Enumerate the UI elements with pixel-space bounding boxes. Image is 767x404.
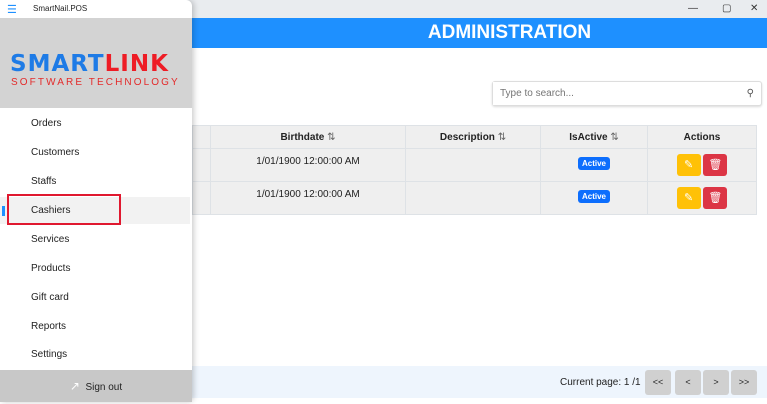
maximize-button[interactable]: ▢ <box>722 3 732 14</box>
delete-button[interactable]: 🗑 <box>703 187 728 209</box>
delete-button[interactable]: 🗑 <box>703 154 728 176</box>
last-page-button[interactable]: >> <box>731 370 757 395</box>
logo-subtitle: SOFTWARE TECHNOLOGY <box>11 77 180 88</box>
status-badge: Active <box>577 157 610 170</box>
trash-icon: 🗑 <box>708 159 723 171</box>
hamburger-menu-icon[interactable]: ☰ <box>7 4 17 16</box>
close-button[interactable]: ✕ <box>750 3 759 14</box>
sidebar-item-products[interactable]: Products <box>31 263 71 274</box>
actions-cell: ✎ 🗑 <box>647 181 757 215</box>
column-label: Description <box>439 131 495 143</box>
external-link-icon: ↗ <box>69 379 80 393</box>
sign-out-label: Sign out <box>85 382 123 393</box>
logo-text: LINK <box>104 51 169 77</box>
cashiers-table: Birthdate ⇅ Description ⇅ IsActive ⇅ Act… <box>192 125 757 215</box>
page-title: ADMINISTRATION <box>192 18 767 48</box>
search-icon[interactable]: ⚲ <box>746 88 754 99</box>
cell <box>192 148 211 182</box>
navigation-drawer: ☰ SmartNail.POS SMARTLINK SOFTWARE TECHN… <box>0 0 192 402</box>
column-label: Birthdate <box>280 131 325 143</box>
next-page-button[interactable]: > <box>703 370 729 395</box>
sidebar-item-settings[interactable]: Settings <box>31 349 68 360</box>
pencil-icon: ✎ <box>684 159 694 171</box>
birthdate-cell: 1/01/1900 12:00:00 AM <box>210 181 406 215</box>
first-page-button[interactable]: << <box>645 370 671 395</box>
trash-icon: 🗑 <box>708 192 723 204</box>
sort-icon[interactable]: ⇅ <box>497 131 507 143</box>
search-input[interactable] <box>493 82 733 105</box>
search-box[interactable]: ⚲ <box>492 81 762 106</box>
prev-page-button[interactable]: < <box>675 370 701 395</box>
column-header-birthdate[interactable]: Birthdate ⇅ <box>210 125 406 149</box>
sign-out-button[interactable]: ↗ Sign out <box>0 370 192 402</box>
sidebar-item-customers[interactable]: Customers <box>31 147 80 158</box>
table-header: Birthdate ⇅ Description ⇅ IsActive ⇅ Act… <box>192 125 757 149</box>
isactive-cell: Active <box>540 148 648 182</box>
table-row: 1/01/1900 12:00:00 AM Active ✎ 🗑 <box>192 181 757 215</box>
sidebar-item-orders[interactable]: Orders <box>31 118 62 129</box>
pagination-bar: Current page: 1 /1 << < > >> <box>192 366 767 398</box>
sidebar-item-gift-card[interactable]: Gift card <box>31 292 69 303</box>
birthdate-cell: 1/01/1900 12:00:00 AM <box>210 148 406 182</box>
selection-highlight-box <box>7 194 121 225</box>
description-cell <box>405 181 541 215</box>
current-page-label: Current page: 1 /1 <box>560 377 641 388</box>
sort-icon[interactable]: ⇅ <box>327 131 336 143</box>
logo-text: SMART <box>10 51 105 77</box>
sidebar-item-services[interactable]: Services <box>31 234 70 245</box>
column-label: IsActive <box>569 131 608 143</box>
smartlink-logo: SMARTLINK SOFTWARE TECHNOLOGY <box>0 18 192 108</box>
app-name: SmartNail.POS <box>33 4 88 13</box>
sidebar-item-reports[interactable]: Reports <box>31 321 67 332</box>
edit-button[interactable]: ✎ <box>676 187 701 209</box>
sidebar-item-cashiers[interactable]: Cashiers <box>0 197 190 224</box>
sidebar-item-staffs[interactable]: Staffs <box>31 176 57 187</box>
column-header-actions: Actions <box>647 125 757 149</box>
column-header-description[interactable]: Description ⇅ <box>405 125 541 149</box>
description-cell <box>405 148 541 182</box>
cell <box>192 181 211 215</box>
status-badge: Active <box>577 190 610 203</box>
column-header-isactive[interactable]: IsActive ⇅ <box>540 125 648 149</box>
minimize-button[interactable]: — <box>688 3 698 14</box>
edit-button[interactable]: ✎ <box>676 154 701 176</box>
table-row: 1/01/1900 12:00:00 AM Active ✎ 🗑 <box>192 148 757 182</box>
actions-cell: ✎ 🗑 <box>647 148 757 182</box>
isactive-cell: Active <box>540 181 648 215</box>
column-header <box>192 125 211 149</box>
sort-icon[interactable]: ⇅ <box>610 131 619 143</box>
pencil-icon: ✎ <box>684 192 694 204</box>
